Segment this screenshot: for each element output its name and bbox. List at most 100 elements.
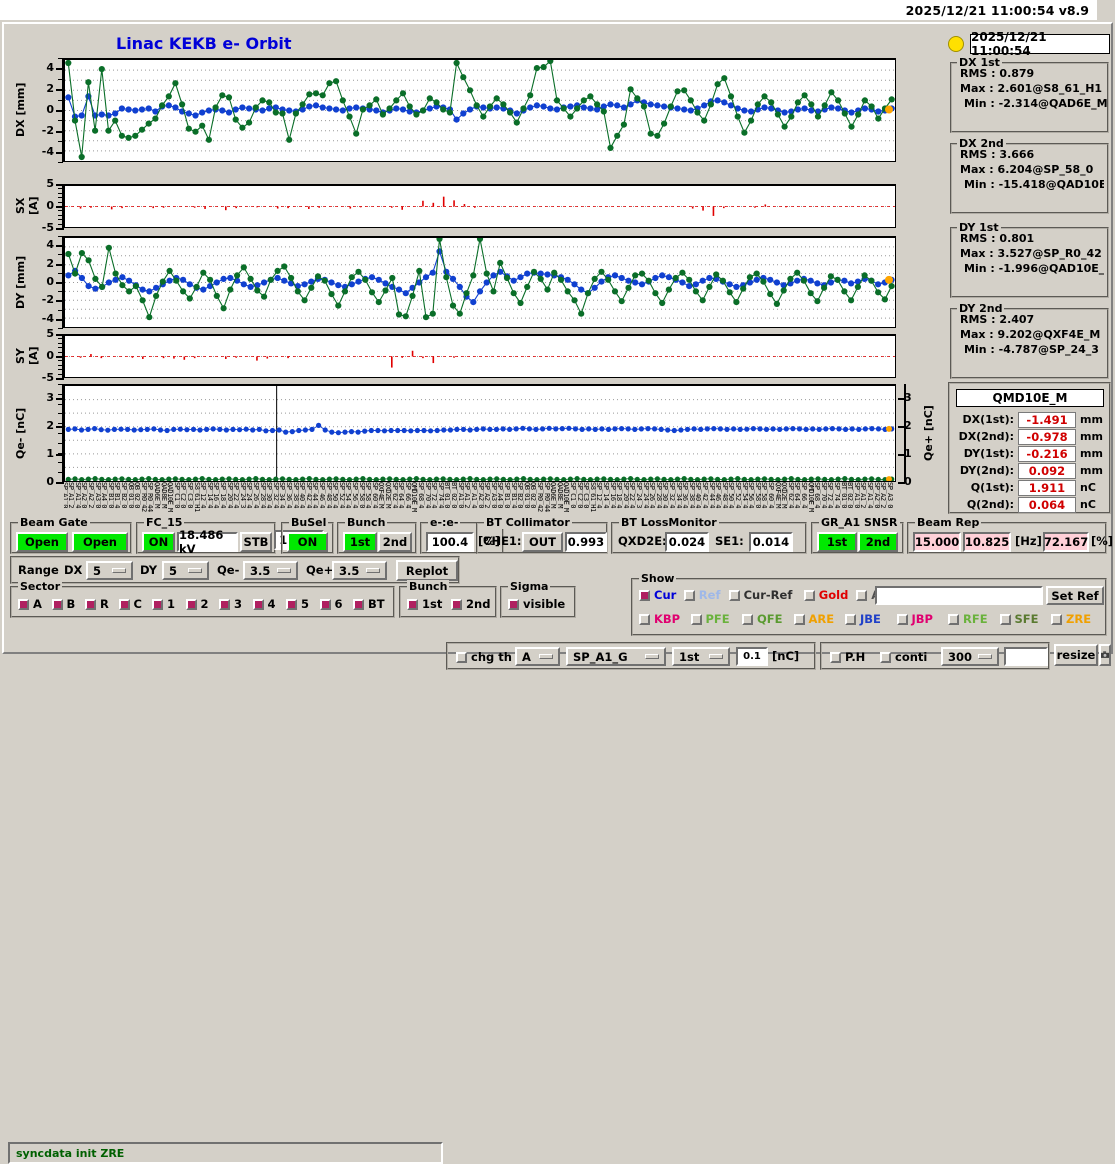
plot-panel-SY[interactable] bbox=[64, 334, 896, 378]
y-tick-mark bbox=[56, 245, 64, 248]
replot-button[interactable]: Replot bbox=[396, 560, 458, 581]
bunch-item-2nd[interactable]: 2nd bbox=[451, 597, 490, 611]
bt-collimator-legend: BT Collimator bbox=[484, 516, 572, 529]
sector-item-label: 3 bbox=[234, 597, 243, 611]
sigma-legend: Sigma bbox=[508, 580, 551, 593]
y-tick-label: 0 bbox=[46, 475, 54, 488]
show-check-sfe[interactable]: SFE bbox=[999, 612, 1039, 626]
application-frame: Linac KEKB e- Orbit DX [mm] 4 2 0 -2 -4 SX [A]… bbox=[2, 22, 1113, 1164]
y-tick-mark-right bbox=[898, 398, 905, 400]
show-check-zre[interactable]: ZRE bbox=[1051, 612, 1091, 626]
stats-min-dx2: Min : -15.418@QAD10E_M bbox=[964, 178, 1104, 191]
range-qem-label: Qe- bbox=[217, 563, 240, 577]
footer-bunch-select[interactable]: 1st bbox=[672, 647, 730, 666]
fc15-on-button[interactable]: ON bbox=[142, 532, 175, 552]
camera-icon[interactable] bbox=[1099, 644, 1111, 666]
chg-th-check[interactable]: chg th bbox=[456, 650, 512, 664]
conti-select[interactable]: 300 bbox=[941, 647, 999, 666]
bunch-top-1st-button[interactable]: 1st bbox=[343, 532, 377, 552]
ph-check[interactable]: P.H bbox=[830, 650, 865, 664]
conti-input[interactable] bbox=[1004, 647, 1048, 666]
show-check-qfe[interactable]: QFE bbox=[742, 612, 783, 626]
range-qep-select[interactable]: 3.5 bbox=[332, 561, 387, 580]
gr-a1-snsr-1st-button[interactable]: 1st bbox=[817, 532, 857, 552]
beam-rep-legend: Beam Rep bbox=[915, 516, 982, 529]
y-minor-tick bbox=[58, 68, 63, 70]
range-dy-select[interactable]: 5 bbox=[162, 561, 209, 580]
plot-svg-DY bbox=[65, 238, 895, 321]
sector-item-3[interactable]: 3 bbox=[219, 597, 242, 611]
bpm-row-key: DX(2nd): bbox=[958, 430, 1014, 443]
plot-panel-Qe[interactable] bbox=[64, 384, 896, 482]
sector-item-a[interactable]: A bbox=[18, 597, 42, 611]
stats-title-dx1: DX 1st bbox=[957, 56, 1002, 69]
show-check-rfe[interactable]: RFE bbox=[948, 612, 988, 626]
sector-item-r[interactable]: R bbox=[85, 597, 109, 611]
fc15-stb-button[interactable]: STB bbox=[240, 532, 272, 552]
show-check-are[interactable]: ARE bbox=[793, 612, 834, 626]
threshold-input[interactable]: 0.1 bbox=[736, 647, 768, 666]
stats-max-dy1: Max : 3.527@SP_R0_42 bbox=[960, 247, 1102, 260]
status-lamp-icon bbox=[948, 36, 964, 52]
sector-item-bt[interactable]: BT bbox=[353, 597, 385, 611]
sector-item-5[interactable]: 5 bbox=[286, 597, 309, 611]
bunch-top-2nd-button[interactable]: 2nd bbox=[378, 532, 412, 552]
stats-title-dy2: DY 2nd bbox=[957, 302, 1005, 315]
fc15-voltage-field[interactable]: 18.486 kV bbox=[177, 528, 238, 556]
gr-a1-snsr-group: GR_A1 SNSR 1st 2nd bbox=[811, 516, 904, 554]
y-tick-mark bbox=[56, 206, 64, 208]
bunch-item-1st[interactable]: 1st bbox=[407, 597, 442, 611]
resize-button[interactable]: resize bbox=[1054, 644, 1098, 666]
y-minor-tick bbox=[58, 223, 63, 225]
set-ref-button[interactable]: Set Ref bbox=[1046, 586, 1104, 605]
device-select[interactable]: SP_A1_G bbox=[566, 647, 666, 666]
bpm-row-key: DY(1st): bbox=[963, 447, 1014, 460]
stats-group-dx2: DX 2nd RMS : 3.666 Max : 6.204@SP_58_0 M… bbox=[950, 137, 1109, 214]
show-check-label: Ref bbox=[698, 588, 721, 602]
bpm-row: DX(2nd): -0.978 mm bbox=[952, 428, 1110, 445]
beam-rep-value1: 15.000 bbox=[913, 532, 961, 552]
y-tick-label: 2 bbox=[46, 82, 54, 96]
ee-ratio-value[interactable]: 100.4 bbox=[426, 532, 474, 552]
y-tick-label: 0 bbox=[46, 349, 54, 362]
sector-item-6[interactable]: 6 bbox=[319, 597, 343, 611]
busel-on-button[interactable]: ON bbox=[287, 532, 328, 552]
sector-item-2[interactable]: 2 bbox=[185, 597, 209, 611]
y-tick-label: 4 bbox=[46, 238, 54, 252]
y-tick-label: 5 bbox=[46, 327, 54, 340]
y-axis-line bbox=[62, 334, 64, 378]
sector-item-b[interactable]: B bbox=[51, 597, 75, 611]
show-check-jbe[interactable]: JBE bbox=[845, 612, 881, 626]
checkbox-icon bbox=[683, 589, 695, 601]
y-minor-tick bbox=[58, 334, 63, 335]
show-check-pfe[interactable]: PFE bbox=[690, 612, 730, 626]
sigma-item-visible[interactable]: visible bbox=[508, 597, 565, 611]
beam-gate-button-1[interactable]: Open bbox=[16, 532, 68, 552]
stats-rms-dx1: RMS : 0.879 bbox=[960, 67, 1035, 80]
stats-max-dy2: Max : 9.202@QXF4E_M bbox=[960, 328, 1101, 341]
bt-collimator-state-button[interactable]: OUT bbox=[522, 532, 563, 552]
chg-th-select[interactable]: A bbox=[515, 647, 560, 666]
stats-title-dy1: DY 1st bbox=[957, 221, 1001, 234]
gr-a1-snsr-2nd-button[interactable]: 2nd bbox=[858, 532, 898, 552]
ee-ratio-legend: e-:e- bbox=[428, 516, 461, 529]
y-axis-line bbox=[62, 236, 64, 328]
show-check-gold[interactable]: Gold bbox=[803, 588, 848, 602]
checkbox-icon bbox=[219, 598, 230, 610]
show-check-jbp[interactable]: JBP bbox=[896, 612, 933, 626]
sector-item-4[interactable]: 4 bbox=[252, 597, 276, 611]
ref-input[interactable] bbox=[875, 586, 1043, 605]
show-check-cur[interactable]: Cur bbox=[639, 588, 676, 602]
show-check-kbp[interactable]: KBP bbox=[639, 612, 680, 626]
beam-gate-button-2[interactable]: Open bbox=[72, 532, 128, 552]
range-dx-select[interactable]: 5 bbox=[86, 561, 133, 580]
sector-item-c[interactable]: C bbox=[118, 597, 142, 611]
show-check-ref[interactable]: Ref bbox=[683, 588, 721, 602]
bpm-row-unit: mm bbox=[1080, 447, 1103, 460]
range-qem-select[interactable]: 3.5 bbox=[243, 561, 298, 580]
show-check-cur-ref[interactable]: Cur-Ref bbox=[728, 588, 792, 602]
sector-item-label: 6 bbox=[334, 597, 343, 611]
conti-check[interactable]: conti bbox=[880, 650, 927, 664]
sector-item-1[interactable]: 1 bbox=[152, 597, 175, 611]
